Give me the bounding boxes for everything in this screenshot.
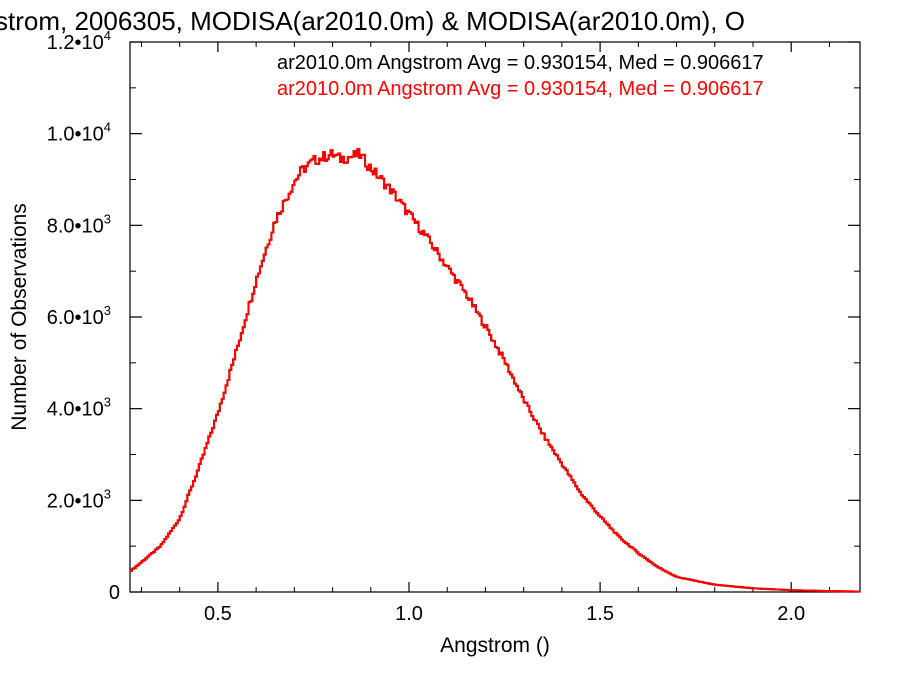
chart-title: strom, 2006305, MODISA(ar2010.0m) & MODI…	[0, 6, 745, 36]
legend-entry-2: ar2010.0m Angstrom Avg = 0.930154, Med =…	[277, 78, 764, 100]
x-tick-label: 0.5	[204, 603, 232, 625]
series-1-line	[130, 148, 860, 593]
y-axis: 0 2.0•103 4.0•103 6.0•103 8.0•103 1.0•104 1.2•…	[47, 28, 860, 604]
x-tick-label: 2.0	[777, 603, 805, 625]
x-tick-label: 1.5	[586, 603, 614, 625]
series-layer	[130, 148, 860, 593]
x-tick-label: 1.0	[395, 603, 423, 625]
x-axis-label: Angstrom ()	[440, 634, 550, 657]
legend-entry-1: ar2010.0m Angstrom Avg = 0.930154, Med =…	[277, 52, 764, 74]
y-tick-label: 6.0•103	[47, 303, 111, 329]
y-axis-label: Number of Observations	[8, 203, 31, 431]
y-tick-label: 1.0•104	[47, 120, 111, 146]
y-tick-label: 8.0•103	[47, 211, 111, 237]
plot-frame	[129, 41, 861, 593]
series-2-line	[130, 148, 860, 593]
legend: ar2010.0m Angstrom Avg = 0.930154, Med =…	[277, 52, 764, 100]
x-axis: 0.5 1.0 1.5 2.0	[140, 42, 830, 625]
y-tick-label: 4.0•103	[47, 395, 111, 421]
y-tick-label: 0	[109, 582, 120, 604]
y-tick-label: 2.0•103	[47, 486, 111, 512]
y-tick-label: 1.2•104	[47, 28, 111, 54]
